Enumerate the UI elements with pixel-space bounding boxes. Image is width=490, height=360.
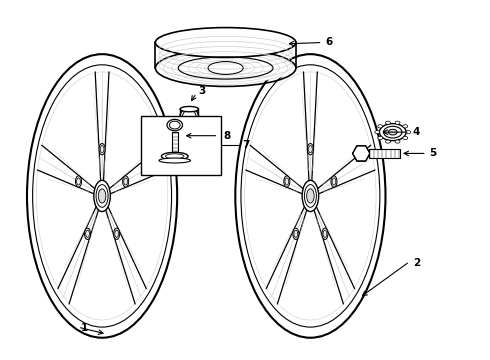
Ellipse shape [389,129,397,135]
Ellipse shape [307,144,314,155]
Ellipse shape [307,189,314,203]
Text: 1: 1 [81,323,89,333]
Text: 7: 7 [243,140,250,150]
Ellipse shape [379,123,406,141]
Text: 2: 2 [414,258,421,268]
Ellipse shape [167,120,182,131]
Polygon shape [352,146,370,161]
Ellipse shape [395,140,400,143]
Text: 6: 6 [325,37,332,48]
Ellipse shape [98,189,106,203]
Bar [368,149,400,158]
Ellipse shape [180,108,198,125]
Ellipse shape [386,140,391,143]
Ellipse shape [406,131,411,134]
Ellipse shape [180,107,198,112]
Ellipse shape [235,54,386,338]
Ellipse shape [322,228,328,239]
Ellipse shape [155,53,296,83]
Ellipse shape [378,136,383,140]
Text: 5: 5 [429,148,436,158]
Ellipse shape [122,176,129,187]
Ellipse shape [94,180,110,212]
Ellipse shape [331,176,337,187]
Ellipse shape [378,125,383,128]
Ellipse shape [395,121,400,124]
Text: 3: 3 [198,86,205,96]
Ellipse shape [386,121,391,124]
Ellipse shape [403,125,408,128]
Text: 4: 4 [412,127,419,137]
Ellipse shape [403,136,408,140]
Ellipse shape [27,54,177,338]
Ellipse shape [284,176,290,187]
Ellipse shape [161,152,188,160]
Ellipse shape [114,228,120,239]
Ellipse shape [159,158,191,163]
Ellipse shape [99,144,105,155]
Text: 8: 8 [223,131,230,141]
Bar [141,116,221,175]
Ellipse shape [375,131,380,134]
Ellipse shape [84,228,91,239]
Ellipse shape [302,180,318,212]
Ellipse shape [155,28,296,57]
Bar [172,132,178,152]
Ellipse shape [75,176,81,187]
Ellipse shape [293,228,299,239]
